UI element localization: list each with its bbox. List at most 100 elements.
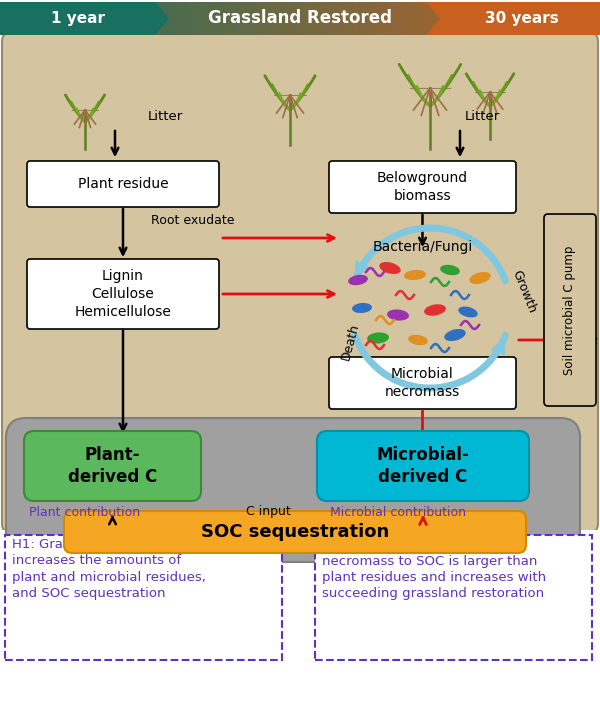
Bar xyxy=(412,2,415,35)
Bar xyxy=(178,2,181,35)
Bar xyxy=(160,2,163,35)
Polygon shape xyxy=(0,2,169,35)
Bar xyxy=(514,2,517,35)
FancyBboxPatch shape xyxy=(544,214,596,406)
Bar xyxy=(156,2,159,35)
Bar xyxy=(590,2,593,35)
Bar xyxy=(316,2,319,35)
Bar xyxy=(410,2,413,35)
Bar xyxy=(166,2,169,35)
Text: Grassland Restored: Grassland Restored xyxy=(208,9,392,27)
Bar xyxy=(294,2,297,35)
Bar xyxy=(28,2,31,35)
Bar xyxy=(114,2,117,35)
Bar xyxy=(70,2,73,35)
Bar xyxy=(376,2,379,35)
Bar xyxy=(274,2,277,35)
Bar xyxy=(148,2,151,35)
Bar xyxy=(498,2,501,35)
Bar xyxy=(430,2,433,35)
FancyBboxPatch shape xyxy=(317,431,529,501)
Polygon shape xyxy=(426,2,600,35)
Bar xyxy=(0,2,3,35)
Text: H1: Grassland restoration
increases the amounts of
plant and microbial residues,: H1: Grassland restoration increases the … xyxy=(12,538,206,601)
Bar xyxy=(154,2,157,35)
Bar xyxy=(310,2,313,35)
Bar xyxy=(324,2,327,35)
Bar xyxy=(132,2,135,35)
Bar xyxy=(196,2,199,35)
FancyBboxPatch shape xyxy=(5,535,282,660)
Bar xyxy=(562,2,565,35)
Bar xyxy=(214,2,217,35)
Text: Death: Death xyxy=(339,322,361,362)
FancyBboxPatch shape xyxy=(64,511,526,553)
Bar xyxy=(0,2,155,35)
Bar xyxy=(370,2,373,35)
Ellipse shape xyxy=(469,272,491,284)
Bar xyxy=(446,2,449,35)
Bar xyxy=(362,2,365,35)
Bar xyxy=(278,2,281,35)
Bar xyxy=(314,2,317,35)
Bar xyxy=(458,2,461,35)
Text: Soil microbial C pump: Soil microbial C pump xyxy=(563,245,577,375)
Bar xyxy=(326,2,329,35)
Bar xyxy=(168,2,171,35)
Bar xyxy=(554,2,557,35)
Bar xyxy=(318,2,321,35)
Bar xyxy=(242,2,245,35)
Text: Microbial
necromass: Microbial necromass xyxy=(385,367,460,399)
Bar xyxy=(422,2,425,35)
Bar xyxy=(18,2,21,35)
Bar xyxy=(254,2,257,35)
Bar xyxy=(508,2,511,35)
Bar xyxy=(208,2,211,35)
Bar xyxy=(354,2,357,35)
Text: Litter: Litter xyxy=(465,109,500,123)
Bar xyxy=(180,2,183,35)
Bar xyxy=(592,2,595,35)
Text: 30 years: 30 years xyxy=(485,11,559,25)
Bar xyxy=(504,2,507,35)
Bar xyxy=(224,2,227,35)
Bar xyxy=(334,2,337,35)
Bar xyxy=(176,2,179,35)
Bar xyxy=(434,2,437,35)
Bar xyxy=(558,2,561,35)
Bar xyxy=(390,2,393,35)
FancyBboxPatch shape xyxy=(329,161,516,213)
Bar xyxy=(60,2,63,35)
Bar xyxy=(302,2,305,35)
Text: C input: C input xyxy=(245,505,290,519)
Bar xyxy=(482,2,485,35)
Bar xyxy=(258,2,261,35)
Bar xyxy=(112,2,115,35)
Bar xyxy=(34,2,37,35)
Bar xyxy=(140,2,143,35)
Bar xyxy=(588,2,591,35)
Bar xyxy=(300,2,303,35)
Bar xyxy=(468,2,471,35)
Bar xyxy=(580,2,583,35)
Bar xyxy=(98,2,101,35)
Text: Plant-
derived C: Plant- derived C xyxy=(68,446,157,486)
Text: Root exudate: Root exudate xyxy=(151,214,235,226)
Bar xyxy=(296,2,299,35)
Text: Microbial contribution: Microbial contribution xyxy=(330,505,466,519)
Bar xyxy=(576,2,579,35)
Bar xyxy=(516,2,519,35)
Bar xyxy=(438,2,441,35)
Bar xyxy=(228,2,231,35)
Bar xyxy=(260,2,263,35)
Bar xyxy=(44,2,47,35)
Bar xyxy=(544,2,547,35)
Bar xyxy=(94,2,97,35)
Bar xyxy=(502,2,505,35)
Bar xyxy=(540,2,543,35)
Bar xyxy=(104,2,107,35)
Bar xyxy=(152,2,155,35)
Bar xyxy=(306,2,309,35)
Bar xyxy=(452,2,455,35)
Bar xyxy=(424,2,427,35)
